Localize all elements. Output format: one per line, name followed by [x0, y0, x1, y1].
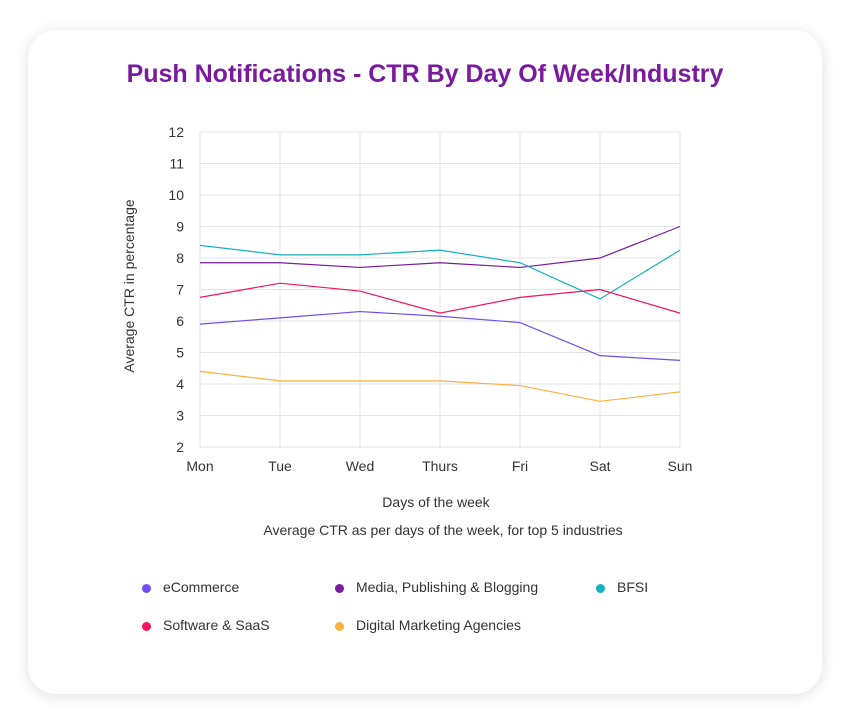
- legend-item[interactable]: Digital Marketing Agencies: [335, 617, 521, 633]
- y-tick-label: 4: [176, 376, 184, 392]
- series-line-bfsi: [199, 244, 681, 300]
- y-tick-label: 12: [168, 124, 184, 140]
- y-tick-label: 8: [176, 250, 184, 266]
- legend-label: BFSI: [617, 579, 649, 595]
- legend-dot-icon: [335, 583, 344, 593]
- series-line-software-saas: [199, 282, 681, 314]
- legend-dot-icon: [142, 621, 151, 631]
- legend-item[interactable]: Software & SaaS: [142, 617, 270, 633]
- y-axis-label: Average CTR in percentage: [121, 199, 137, 372]
- legend-dot-icon: [596, 583, 605, 593]
- x-axis-label: Days of the week: [382, 494, 490, 510]
- legend-item[interactable]: BFSI: [596, 579, 648, 595]
- legend-dot-icon: [142, 583, 151, 593]
- series-line-media-publishing-blogging: [200, 225, 681, 269]
- x-tick-label: Tue: [268, 458, 292, 474]
- series-line-digital-marketing-agencies: [199, 370, 681, 402]
- legend-item[interactable]: Media, Publishing & Blogging: [335, 579, 538, 595]
- legend-item[interactable]: eCommerce: [142, 579, 239, 595]
- series-line-ecommerce: [199, 310, 681, 361]
- legend-label: Software & SaaS: [163, 617, 270, 633]
- chart-caption: Average CTR as per days of the week, for…: [263, 522, 622, 538]
- y-tick-label: 3: [176, 408, 184, 424]
- x-tick-label: Sat: [589, 458, 610, 474]
- y-tick-label: 2: [176, 439, 184, 455]
- y-tick-label: 9: [176, 219, 184, 235]
- x-tick-label: Thurs: [422, 458, 458, 474]
- legend-dot-icon: [335, 621, 344, 631]
- chart-card: [28, 30, 822, 694]
- legend-label: Digital Marketing Agencies: [356, 617, 521, 633]
- x-tick-label: Fri: [512, 458, 528, 474]
- y-tick-label: 7: [176, 282, 184, 298]
- y-tick-label: 10: [168, 187, 184, 203]
- x-tick-label: Sun: [668, 458, 693, 474]
- legend-label: eCommerce: [163, 579, 240, 595]
- y-tick-label: 5: [176, 345, 184, 361]
- legend-label: Media, Publishing & Blogging: [356, 579, 539, 595]
- x-tick-label: Wed: [346, 458, 375, 474]
- x-tick-label: Mon: [186, 458, 213, 474]
- y-tick-label: 11: [169, 156, 184, 172]
- y-tick-label: 6: [176, 313, 184, 329]
- chart-title: Push Notifications - CTR By Day Of Week/…: [126, 60, 724, 88]
